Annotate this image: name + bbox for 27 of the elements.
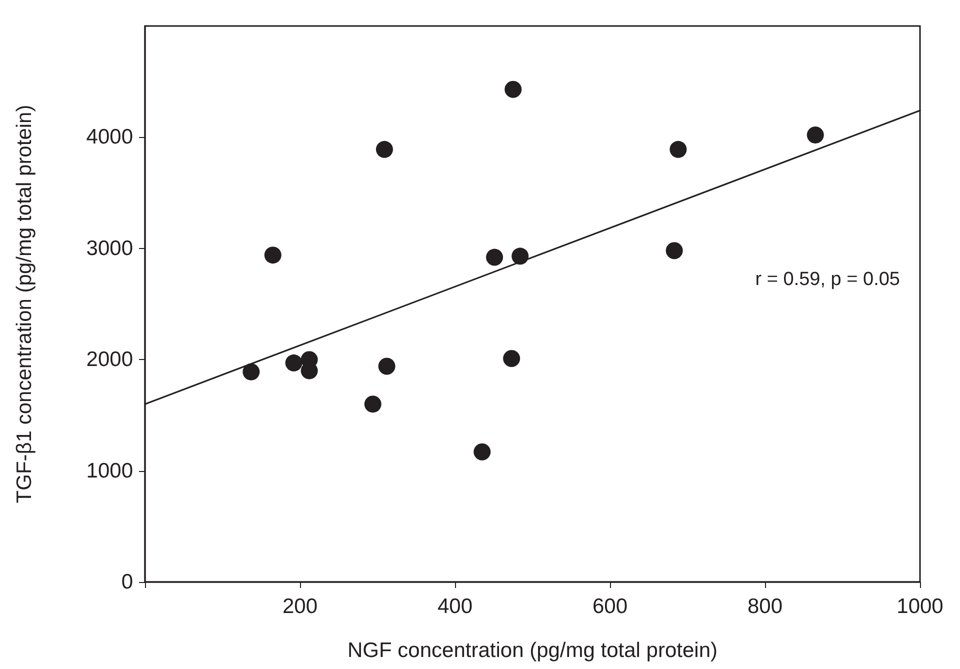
point — [666, 242, 683, 260]
x-tick-label: 200 — [282, 595, 318, 618]
annotation: r = 0.59, p = 0.05 — [755, 269, 900, 290]
y-axis-title: TGF-β1 concentration (pg/mg total protein) — [13, 104, 36, 504]
y-tick-label: 0 — [121, 570, 133, 594]
point — [670, 140, 687, 158]
y-tick-label: 2000 — [86, 348, 133, 372]
x-tick-label: 400 — [437, 595, 473, 618]
point — [364, 396, 382, 413]
x-tick-label: 600 — [592, 595, 628, 618]
x-tick-label: 800 — [747, 595, 783, 618]
x-axis-title: NGF concentration (pg/mg total protein) — [347, 639, 718, 662]
point — [264, 246, 282, 264]
y-tick-label: 4000 — [86, 126, 133, 149]
x-tick-label: 1000 — [896, 595, 944, 618]
point — [474, 443, 491, 460]
point — [504, 80, 522, 98]
point — [503, 350, 520, 367]
point — [242, 363, 260, 380]
point — [285, 354, 302, 372]
point — [378, 358, 396, 375]
y-tick-label: 1000 — [86, 459, 133, 482]
point — [512, 248, 529, 265]
y-tick-label: 3000 — [86, 236, 133, 260]
point — [486, 248, 504, 266]
point — [376, 140, 393, 158]
point — [806, 126, 824, 144]
